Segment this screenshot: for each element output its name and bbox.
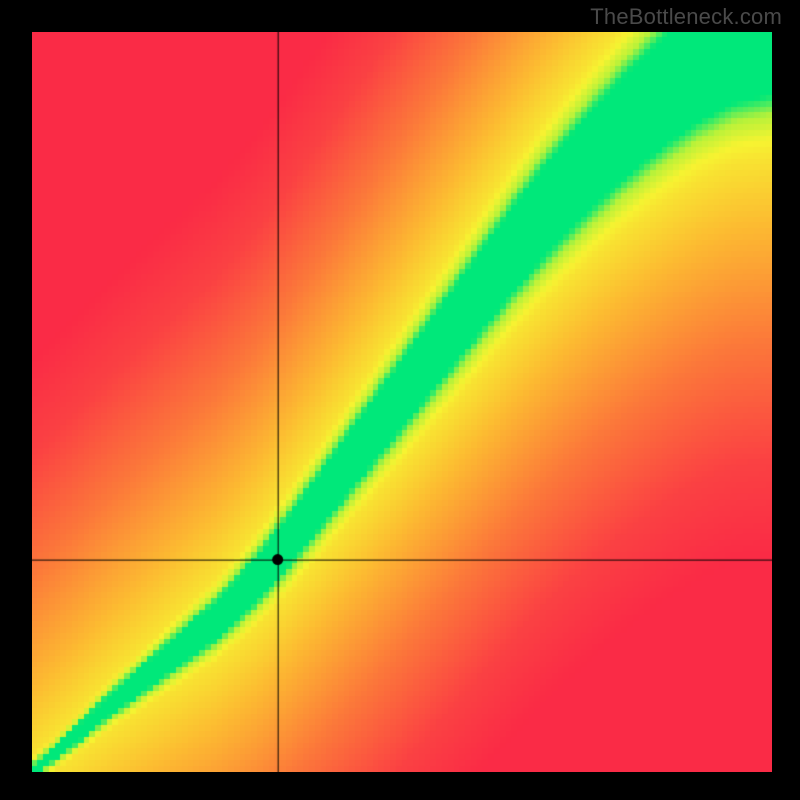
- watermark-text: TheBottleneck.com: [590, 4, 782, 30]
- bottleneck-heatmap: [32, 32, 772, 772]
- chart-container: TheBottleneck.com: [0, 0, 800, 800]
